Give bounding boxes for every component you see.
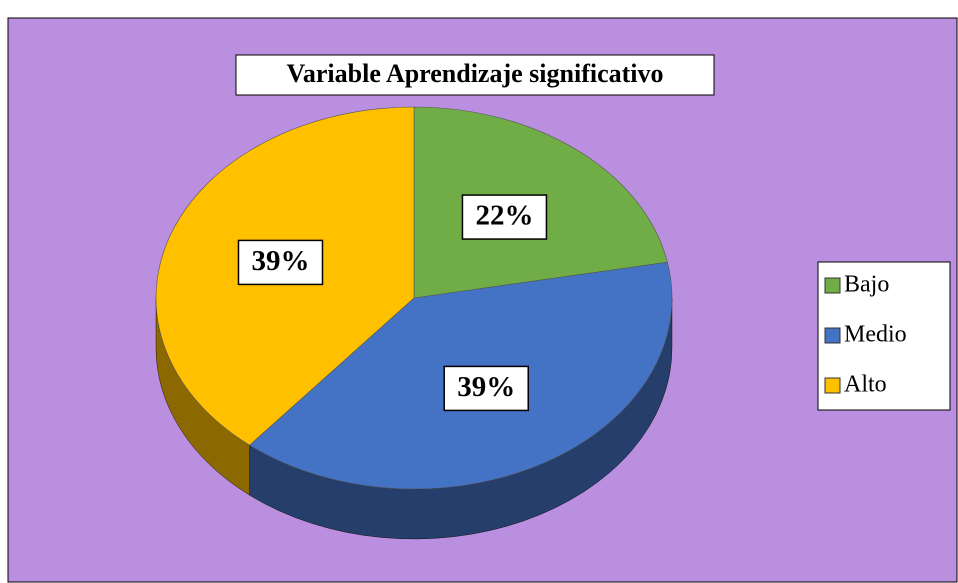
data-label: 39% xyxy=(457,371,515,403)
chart-title: Variable Aprendizaje significativo xyxy=(287,59,664,88)
title-box xyxy=(235,54,715,96)
legend-label: Alto xyxy=(844,372,887,398)
slice-side-shade xyxy=(156,298,250,496)
data-label-box xyxy=(237,239,324,286)
slice-side-shade xyxy=(249,298,672,540)
legend-label: Medio xyxy=(844,322,907,348)
legend-swatch xyxy=(824,277,841,294)
data-label-box xyxy=(461,194,548,240)
legend-swatch xyxy=(824,327,841,344)
data-label: 22% xyxy=(475,200,533,232)
data-label: 39% xyxy=(251,245,309,277)
legend-label: Bajo xyxy=(844,272,889,298)
data-label-box xyxy=(443,365,529,412)
legend-swatch xyxy=(824,377,841,394)
